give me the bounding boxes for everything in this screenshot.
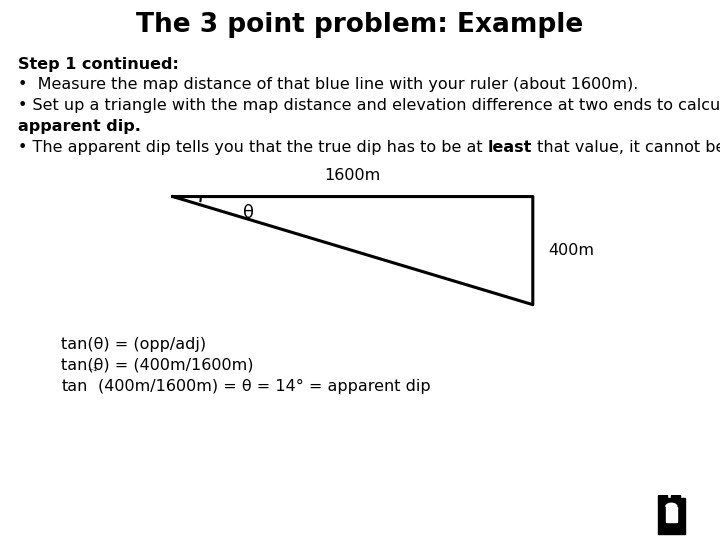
Polygon shape (658, 498, 685, 534)
Text: • The apparent dip tells you that the true dip has to be at: • The apparent dip tells you that the tr… (18, 139, 487, 154)
Text: apparent dip.: apparent dip. (18, 119, 141, 134)
Text: ⁻¹: ⁻¹ (88, 367, 98, 376)
Polygon shape (672, 495, 680, 498)
Text: 1600m: 1600m (325, 168, 381, 183)
Text: • Set up a triangle with the map distance and elevation difference at two ends t: • Set up a triangle with the map distanc… (18, 98, 720, 113)
Polygon shape (666, 507, 677, 522)
Text: 400m: 400m (549, 243, 595, 258)
Text: tan: tan (61, 379, 88, 394)
Text: that value, it cannot be less.: that value, it cannot be less. (532, 139, 720, 154)
Text: θ: θ (243, 204, 253, 222)
Text: least: least (487, 139, 532, 154)
Polygon shape (666, 503, 677, 507)
Text: (400m/1600m) = θ = 14° = apparent dip: (400m/1600m) = θ = 14° = apparent dip (98, 379, 431, 394)
Text: tan(θ) = (400m/1600m): tan(θ) = (400m/1600m) (61, 357, 253, 373)
Text: UNIVERSITY OF LEEDS: UNIVERSITY OF LEEDS (529, 509, 685, 522)
Text: tan(θ) = (opp/adj): tan(θ) = (opp/adj) (61, 336, 207, 352)
Polygon shape (658, 495, 667, 498)
Text: The 3 point problem: Example: The 3 point problem: Example (136, 12, 584, 38)
Text: •  Measure the map distance of that blue line with your ruler (about 1600m).: • Measure the map distance of that blue … (18, 77, 639, 92)
Text: School of Earth and Environment: School of Earth and Environment (14, 507, 323, 525)
Text: Step 1 continued:: Step 1 continued: (18, 57, 179, 71)
